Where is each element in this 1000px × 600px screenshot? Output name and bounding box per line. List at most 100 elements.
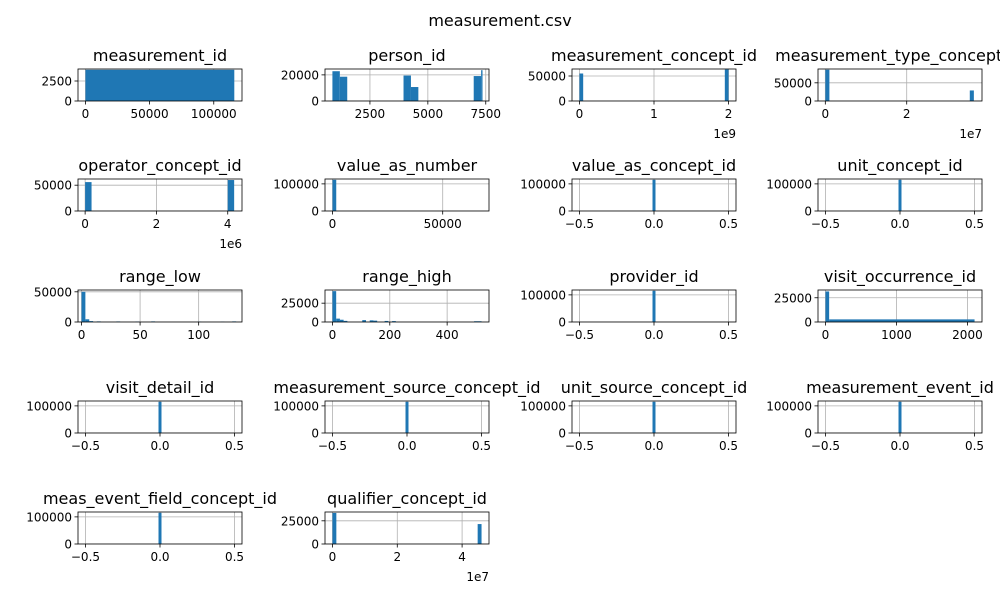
histogram-bar <box>332 71 340 101</box>
subplot-title: visit_occurrence_id <box>824 267 976 287</box>
histogram-bar <box>332 179 337 211</box>
x-tick-label: 100 <box>187 328 210 342</box>
y-tick-label: 0 <box>311 427 319 441</box>
subplot-title: unit_source_concept_id <box>561 378 748 398</box>
subplot-range-low: 0 50 100 0 50000 range_low <box>34 267 243 342</box>
y-tick-label: 50000 <box>34 285 72 299</box>
subplot-title: visit_detail_id <box>106 378 215 398</box>
y-tick-label: 50000 <box>774 76 812 90</box>
histogram-bar <box>898 179 902 211</box>
bars <box>332 179 337 211</box>
x-tick-label: 0.5 <box>965 439 984 453</box>
histogram-bar <box>158 401 162 433</box>
histogram-bar <box>85 319 90 322</box>
x-tick-label: 2500 <box>355 107 386 121</box>
bars <box>332 70 483 101</box>
subplot-title: measurement_type_concept_id <box>775 46 1000 66</box>
histogram-bar <box>898 401 902 433</box>
gridlines <box>78 290 242 322</box>
bars <box>158 512 162 544</box>
y-tick-label: 0 <box>64 205 72 219</box>
subplot-qualifier-concept-id: 0 2 4 0 25000 1e7 qualifier_concept_id <box>281 489 490 584</box>
axes-frame <box>817 68 983 102</box>
axes-frame <box>324 68 490 102</box>
x-tick-label: −0.5 <box>71 550 100 564</box>
subplot-value-as-number: 0 50000 0 100000 value_as_number <box>273 156 490 231</box>
histogram-bar <box>481 70 483 101</box>
y-tick-label: 0 <box>558 205 566 219</box>
x-offset-label: 1e7 <box>959 127 982 141</box>
x-tick-label: 50000 <box>131 107 169 121</box>
bars <box>898 179 902 211</box>
x-tick-label: 4 <box>458 550 466 564</box>
histogram-bar <box>473 76 482 101</box>
y-tick-label: 100000 <box>520 288 566 302</box>
x-offset-label: 1e7 <box>466 570 489 584</box>
histogram-bar <box>825 69 830 101</box>
subplot-title: qualifier_concept_id <box>327 489 487 509</box>
x-tick-label: 0 <box>329 550 337 564</box>
histogram-bar <box>85 182 92 211</box>
y-tick-label: 0 <box>804 95 812 109</box>
x-tick-label: 0 <box>329 328 337 342</box>
y-tick-label: 100000 <box>26 399 72 413</box>
bars <box>652 290 656 322</box>
subplot-title: measurement_id <box>93 46 227 66</box>
subplot-title: measurement_event_id <box>806 378 994 398</box>
histogram-bar <box>410 87 419 101</box>
x-tick-label: 0.0 <box>644 217 663 231</box>
x-tick-label: −0.5 <box>71 439 100 453</box>
x-tick-label: −0.5 <box>811 217 840 231</box>
gridlines <box>818 69 982 101</box>
y-tick-label: 0 <box>804 205 812 219</box>
histogram-bar <box>405 401 409 433</box>
subplot-provider-id: −0.5 0.0 0.5 0 100000 provider_id <box>520 267 738 342</box>
subplot-title: meas_event_field_concept_id <box>43 489 277 509</box>
gridlines <box>325 512 489 544</box>
gridlines <box>818 290 982 322</box>
x-tick-label: 0.0 <box>150 550 169 564</box>
histogram-bar <box>343 320 348 322</box>
bars <box>85 69 235 101</box>
x-tick-label: 2000 <box>952 328 983 342</box>
subplot-range-high: 0 200 400 0 25000 range_high <box>281 267 490 342</box>
subplot-title: range_high <box>362 267 451 287</box>
y-tick-label: 25000 <box>281 514 319 528</box>
gridlines <box>325 290 489 322</box>
subplot-unit-concept-id: −0.5 0.0 0.5 0 100000 unit_concept_id <box>766 156 984 231</box>
x-tick-label: 50000 <box>424 217 462 231</box>
y-tick-label: 0 <box>311 95 319 109</box>
y-tick-label: 100000 <box>520 177 566 191</box>
gridlines <box>325 69 489 101</box>
y-tick-label: 0 <box>804 316 812 330</box>
histogram-bar <box>332 291 337 322</box>
histogram-bar <box>829 319 975 322</box>
subplot-title: operator_concept_id <box>78 156 241 176</box>
axes-frame <box>324 511 490 545</box>
histogram-bar <box>652 401 656 433</box>
histogram-bar <box>373 320 378 322</box>
y-tick-label: 0 <box>64 95 72 109</box>
y-tick-label: 100000 <box>520 399 566 413</box>
x-tick-label: 0 <box>576 107 584 121</box>
bars <box>825 291 975 322</box>
histogram-bar <box>158 512 162 544</box>
histogram-bar <box>384 320 389 322</box>
axes-frame <box>77 68 243 102</box>
y-tick-label: 0 <box>311 538 319 552</box>
bars <box>825 69 974 101</box>
subplot-title: range_low <box>119 267 201 287</box>
subplot-operator-concept-id: 0 2 4 0 50000 1e6 operator_concept_id <box>34 156 243 251</box>
x-tick-label: 7500 <box>470 107 501 121</box>
x-tick-label: 0.5 <box>719 439 738 453</box>
bars <box>405 401 409 433</box>
x-tick-label: 0.0 <box>397 439 416 453</box>
subplot-value-as-concept-id: −0.5 0.0 0.5 0 100000 value_as_concept_id <box>520 156 738 231</box>
y-tick-label: 0 <box>64 316 72 330</box>
subplot-title: provider_id <box>609 267 698 287</box>
axes-frame <box>77 178 243 212</box>
subplot-measurement-source-concept-id: −0.5 0.0 0.5 0 100000measurement_source_conc… <box>273 378 540 453</box>
y-tick-label: 0 <box>804 427 812 441</box>
bars <box>652 401 656 433</box>
